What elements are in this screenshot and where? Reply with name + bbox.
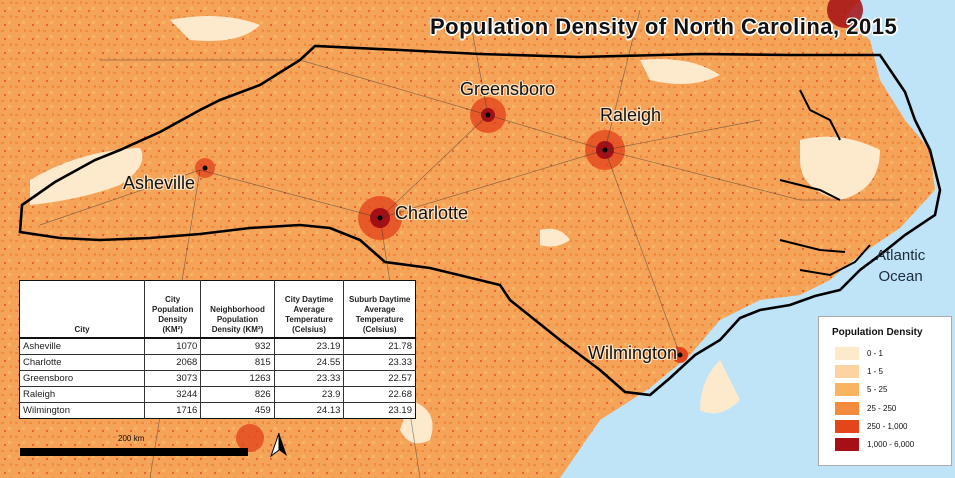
cell-value: 24.55 <box>273 354 344 371</box>
cell-value: 24.13 <box>273 402 344 419</box>
sound-coast <box>779 89 871 277</box>
cell-value: 23.19 <box>273 337 344 355</box>
cell-value: 21.78 <box>343 337 416 355</box>
cell-value: 459 <box>200 402 275 419</box>
city-label-charlotte: Charlotte <box>395 203 469 223</box>
ocean-label: Atlantic Ocean <box>876 245 925 287</box>
cell-value: 23.33 <box>343 354 416 371</box>
table-row: Wilmington 1716 459 24.13 23.19 <box>19 402 416 419</box>
cell-value: 1263 <box>200 370 275 387</box>
cell-value: 3073 <box>143 370 201 387</box>
ocean-label-line2: Ocean <box>878 268 923 285</box>
ocean-label-line1: Atlantic <box>876 247 926 264</box>
city-label-raleigh: Raleigh <box>600 105 662 125</box>
header-city-temp: City Daytime Average Temperature (Celsiu… <box>273 280 344 338</box>
table-row: Greensboro 3073 1263 23.33 22.57 <box>19 370 416 387</box>
legend-item: 1 - 5 <box>819 362 951 380</box>
cell-city: Greensboro <box>19 370 145 387</box>
cell-city: Raleigh <box>19 386 145 403</box>
map-title: Population Density of North Carolina, 20… <box>430 14 898 39</box>
table-header-row: City City Population Density (KM²) Neigh… <box>19 280 416 338</box>
legend-label: 1,000 - 6,000 <box>867 440 915 450</box>
cell-value: 23.19 <box>343 402 416 419</box>
header-city-density: City Population Density (KM²) <box>143 280 201 338</box>
cell-value: 1070 <box>143 337 201 355</box>
legend-label: 0 - 1 <box>867 348 884 358</box>
cell-value: 2068 <box>143 354 201 371</box>
cell-value: 22.57 <box>343 370 416 387</box>
legend-label: 1 - 5 <box>867 366 884 376</box>
cell-city: Charlotte <box>19 354 145 371</box>
cell-value: 3244 <box>143 386 201 403</box>
scale-label: 200 km <box>118 434 145 443</box>
header-city: City <box>74 325 90 334</box>
legend-item: 25 - 250 <box>819 399 951 417</box>
legend-swatch <box>835 383 859 397</box>
legend: Population Density 0 - 1 1 - 5 5 - 25 25… <box>818 316 952 466</box>
north-arrow-icon <box>270 432 287 458</box>
legend-swatch <box>835 419 859 433</box>
legend-item: 1,000 - 6,000 <box>819 435 951 453</box>
legend-item: 0 - 1 <box>819 344 951 362</box>
city-label-greensboro: Greensboro <box>460 79 556 99</box>
cell-value: 815 <box>200 354 275 371</box>
cell-value: 23.33 <box>273 370 344 387</box>
legend-label: 5 - 25 <box>867 385 888 395</box>
legend-swatch <box>835 401 859 415</box>
table-row: Asheville 1070 932 23.19 21.78 <box>19 337 416 355</box>
cell-value: 932 <box>200 337 275 355</box>
legend-swatch <box>835 346 859 360</box>
header-neighborhood-density: Neighborhood Population Density (KM²) <box>200 280 275 338</box>
legend-item: 250 - 1,000 <box>819 417 951 435</box>
cell-value: 22.68 <box>343 386 416 403</box>
city-label-asheville: Asheville <box>123 173 196 193</box>
cell-value: 826 <box>200 386 275 403</box>
city-label-wilmington: Wilmington <box>588 343 678 363</box>
legend-swatch <box>835 364 859 378</box>
legend-item: 5 - 25 <box>819 381 951 399</box>
legend-label: 250 - 1,000 <box>867 421 908 431</box>
legend-title: Population Density <box>832 327 923 338</box>
cell-city: Wilmington <box>19 402 145 419</box>
city-markers <box>202 112 683 358</box>
scale-bar <box>20 448 248 456</box>
cell-city: Asheville <box>19 337 145 355</box>
header-suburb-temp: Suburb Daytime Average Temperature (Cels… <box>343 280 416 338</box>
table-row: Charlotte 2068 815 24.55 23.33 <box>19 354 416 371</box>
legend-label: 25 - 250 <box>867 403 897 413</box>
cell-value: 23.9 <box>273 386 344 403</box>
cell-value: 1716 <box>143 402 201 419</box>
city-data-table: City City Population Density (KM²) Neigh… <box>19 280 416 419</box>
legend-swatch <box>835 438 859 452</box>
table-row: Raleigh 3244 826 23.9 22.68 <box>19 386 416 403</box>
state-border <box>18 44 942 397</box>
